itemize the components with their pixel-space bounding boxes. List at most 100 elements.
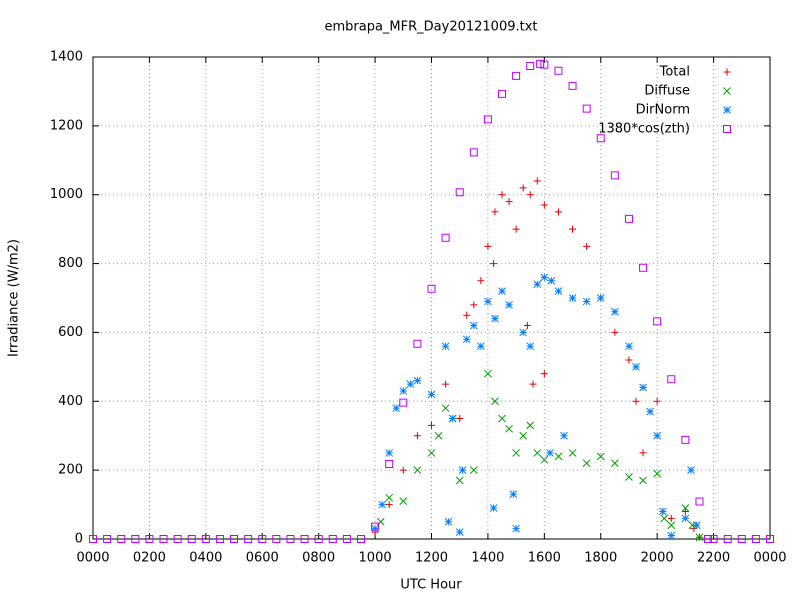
data-point — [385, 493, 394, 502]
data-point — [611, 328, 619, 336]
data-point — [625, 342, 633, 351]
data-point — [314, 535, 323, 543]
data-point — [215, 535, 224, 543]
data-point — [491, 397, 499, 406]
y-tick-label: 0 — [75, 532, 83, 547]
data-point — [356, 535, 365, 543]
data-point — [653, 317, 662, 326]
data-point — [413, 432, 421, 440]
y-tick-label: 1000 — [50, 187, 83, 202]
data-point — [667, 375, 676, 384]
data-point — [505, 424, 513, 433]
data-point — [554, 66, 563, 75]
data-point — [413, 339, 422, 348]
data-point — [413, 466, 422, 474]
data-point — [723, 535, 732, 543]
data-point — [230, 535, 239, 543]
x-tick-label: 0400 — [189, 551, 222, 566]
data-point — [484, 242, 492, 250]
data-point — [667, 514, 675, 522]
data-point — [658, 507, 667, 516]
data-point — [681, 507, 689, 515]
data-point — [399, 387, 408, 395]
data-point — [272, 535, 281, 543]
data-point — [639, 476, 647, 485]
data-point — [639, 263, 648, 272]
data-point — [660, 514, 669, 523]
y-tick-label: 1200 — [50, 118, 83, 133]
data-point — [546, 449, 554, 457]
data-point — [568, 294, 577, 302]
data-point — [258, 535, 267, 543]
y-tick-label: 1400 — [50, 50, 83, 65]
data-point — [427, 449, 436, 457]
plot-border — [92, 56, 771, 540]
data-point — [505, 301, 513, 309]
data-point — [399, 497, 408, 505]
data-point — [399, 398, 408, 407]
data-point — [519, 184, 527, 192]
data-point — [639, 383, 647, 392]
data-point — [526, 61, 535, 70]
data-point — [456, 415, 464, 422]
y-tick-label: 200 — [58, 463, 83, 478]
data-point — [512, 524, 520, 533]
data-point — [498, 287, 506, 295]
data-point — [540, 60, 549, 69]
data-point — [159, 535, 168, 543]
data-point — [469, 148, 478, 157]
data-point — [523, 322, 531, 330]
data-point — [509, 490, 518, 499]
data-point — [286, 535, 295, 543]
data-point — [751, 535, 760, 543]
data-point — [560, 431, 568, 440]
data-point — [681, 514, 690, 523]
data-point — [540, 273, 549, 282]
data-point — [385, 501, 393, 509]
x-tick-label: 0000 — [76, 551, 109, 566]
x-tick-label: 1600 — [528, 551, 561, 566]
data-point — [766, 535, 774, 543]
data-point — [455, 476, 464, 485]
data-point — [639, 449, 647, 457]
data-point — [540, 370, 548, 378]
data-point — [653, 397, 661, 405]
x-tick-label: 1200 — [415, 551, 448, 566]
data-point — [491, 208, 499, 216]
data-point — [568, 449, 577, 457]
data-point — [653, 469, 662, 478]
data-point — [342, 535, 351, 543]
data-point — [582, 104, 591, 113]
data-point — [441, 233, 450, 242]
data-point — [512, 225, 520, 233]
x-tick-label: 1400 — [471, 551, 504, 566]
data-point — [498, 89, 507, 98]
data-point — [187, 535, 196, 543]
data-point — [512, 449, 520, 457]
data-point — [371, 522, 380, 531]
y-tick-label: 400 — [58, 394, 83, 409]
data-point — [667, 531, 676, 540]
data-point — [462, 335, 471, 344]
data-point — [444, 517, 453, 526]
data-point — [131, 535, 140, 543]
legend-marker — [723, 68, 731, 76]
data-point — [463, 311, 471, 319]
data-point — [667, 521, 676, 530]
data-point — [484, 297, 492, 306]
data-point — [709, 535, 718, 543]
legend-label: DirNorm — [636, 103, 690, 118]
data-point — [458, 466, 467, 474]
data-point — [536, 59, 545, 68]
data-point — [610, 171, 619, 180]
data-point — [498, 414, 506, 423]
data-point — [632, 363, 640, 371]
data-point — [526, 421, 535, 430]
data-point — [399, 466, 407, 474]
data-point — [300, 535, 309, 543]
x-tick-label: 1800 — [584, 551, 617, 566]
data-point — [596, 452, 605, 461]
data-point — [470, 301, 478, 309]
